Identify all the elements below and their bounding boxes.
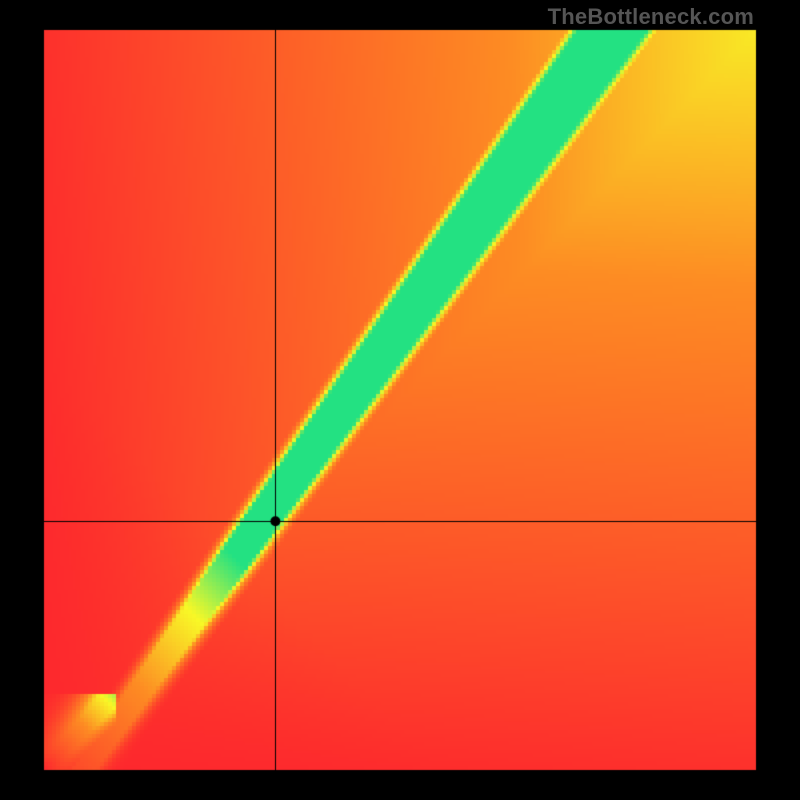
heatmap-canvas [0, 0, 800, 800]
watermark-text: TheBottleneck.com [548, 4, 754, 30]
chart-container: TheBottleneck.com [0, 0, 800, 800]
